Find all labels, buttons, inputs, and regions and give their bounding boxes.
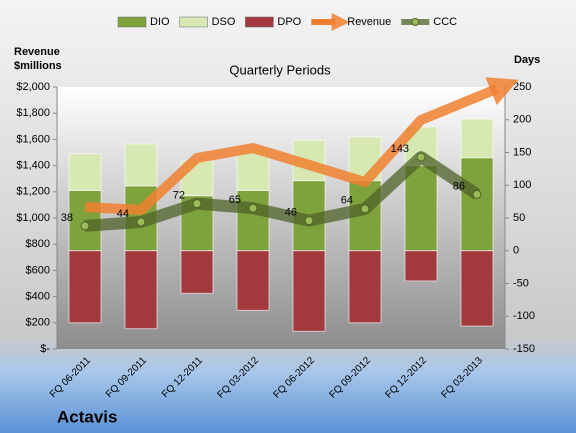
data-label: 64: [341, 195, 353, 207]
legend-swatch: [179, 16, 208, 28]
y-tick-label: $400: [26, 291, 50, 303]
bar-segment: [68, 153, 102, 191]
y2-tick-label: -150: [513, 343, 535, 355]
bar-segment: [404, 165, 438, 252]
y-tick-label: $2,000: [16, 81, 50, 93]
ccc-point: [80, 221, 90, 231]
data-label: 46: [285, 207, 297, 219]
y2-tick-label: -50: [513, 277, 529, 289]
bar-segment: [460, 118, 494, 159]
bar-segment: [68, 250, 102, 324]
y2-tick-label: -100: [513, 310, 535, 322]
bar-segment: [180, 250, 214, 294]
bar-segment: [124, 143, 158, 187]
y-tick-label: $-: [40, 343, 50, 355]
y-tick-label: $200: [26, 317, 50, 329]
data-label: 65: [229, 194, 241, 206]
y-tick-label: $1,000: [16, 212, 50, 224]
bar-segment: [460, 157, 494, 252]
y-axis-label: Revenue: [14, 46, 60, 58]
y2-axis-label: Days: [514, 54, 540, 66]
bar-segment: [348, 250, 382, 324]
ccc-point: [416, 152, 426, 162]
bar-segment: [236, 250, 270, 311]
legend-label: DSO: [212, 16, 236, 28]
ccc-point: [248, 203, 258, 213]
chart-title: Quarterly Periods: [229, 62, 331, 77]
ccc-line: [84, 151, 481, 232]
data-label: 38: [61, 212, 73, 224]
ccc-point: [192, 199, 202, 209]
company-name: Actavis: [57, 407, 117, 426]
bar-segment: [292, 250, 326, 332]
y-tick-label: $1,800: [16, 107, 50, 119]
y-tick-label: $1,200: [16, 186, 50, 198]
legend-label: Revenue: [347, 16, 391, 28]
ccc-point: [472, 189, 482, 199]
legend-swatch: [245, 16, 274, 28]
bar-segment: [236, 189, 270, 252]
legend-label: DIO: [150, 16, 170, 28]
legend-label: CCC: [433, 16, 457, 28]
data-label: 44: [117, 208, 129, 220]
bar-segment: [460, 250, 494, 327]
legend-label: DPO: [277, 16, 301, 28]
y2-tick-label: 50: [513, 212, 525, 224]
y2-tick-label: 250: [513, 81, 531, 93]
legend-swatch: [411, 18, 420, 26]
y2-tick-label: 150: [513, 146, 531, 158]
data-label: 86: [453, 180, 465, 192]
legend-swatch: [117, 16, 147, 28]
ccc-point: [136, 217, 146, 227]
bar-segment: [404, 250, 438, 282]
y-tick-label: $1,600: [16, 133, 50, 145]
ccc-point: [360, 204, 370, 214]
y2-tick-label: 100: [513, 179, 531, 191]
y2-tick-label: 200: [513, 114, 531, 126]
bar-segment: [124, 250, 158, 330]
data-label: 143: [391, 143, 409, 155]
y2-tick-label: 0: [513, 245, 519, 257]
revenue-line: [84, 92, 479, 216]
y-tick-label: $800: [26, 238, 50, 250]
y-tick-label: $600: [26, 264, 50, 276]
revenue-arrow: [475, 77, 519, 106]
y-axis-label: $millions: [14, 60, 62, 72]
ccc-point: [304, 216, 314, 226]
y-tick-label: $1,400: [16, 160, 50, 172]
data-label: 72: [173, 189, 185, 201]
